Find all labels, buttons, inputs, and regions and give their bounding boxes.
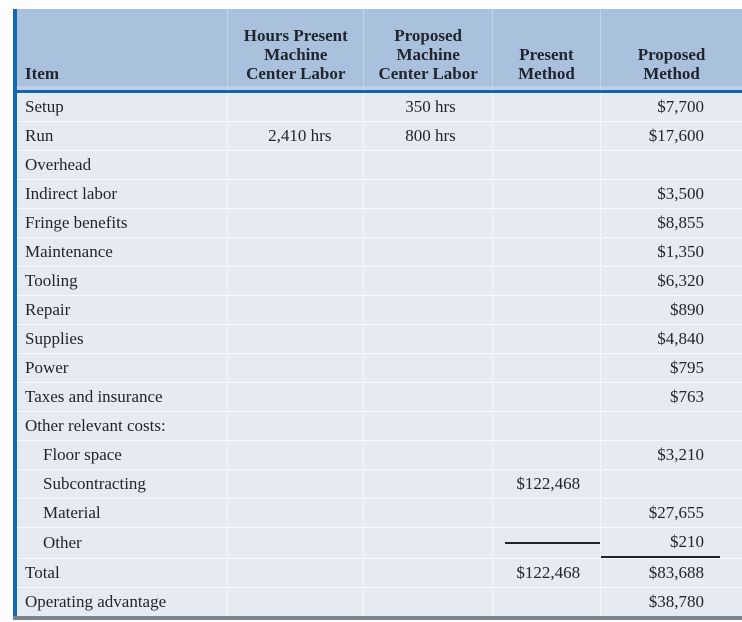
table-row-operating-advantage: Operating advantage $38,780 (15, 587, 742, 618)
table-row-fringe-benefits: Fringe benefits $8,855 (15, 208, 742, 238)
col-header-proposed-method: Proposed Method (600, 9, 742, 93)
item-label: Overhead (25, 155, 92, 174)
item-label: Total (25, 563, 60, 582)
sum-rule-line (504, 542, 601, 544)
item-label: Tooling (25, 271, 78, 290)
table-row-power: Power $795 (15, 353, 742, 383)
table-row-indirect-labor: Indirect labor $3,500 (15, 179, 742, 209)
item-label: Floor space (43, 445, 122, 464)
item-label: Other relevant costs: (25, 416, 166, 435)
present-method-value: $122,468 (516, 563, 581, 582)
col-header-present-method: Present Method (491, 9, 601, 93)
proposed-method-value: $3,210 (657, 445, 704, 464)
table-row-other-relevant-costs: Other relevant costs: (15, 411, 742, 441)
table-body: Setup 350 hrs $7,700 Run 2,410 hrs 800 h… (15, 91, 742, 618)
proposed-method-value: $7,700 (657, 97, 704, 116)
item-label: Maintenance (25, 242, 113, 261)
proposed-method-value: $6,320 (657, 271, 704, 290)
item-label: Repair (25, 300, 71, 319)
header-row: Item Hours Present Machine Center Labor … (15, 9, 742, 93)
proposed-method-value: $3,500 (657, 184, 704, 203)
item-label: Setup (25, 97, 64, 116)
item-label: Indirect labor (25, 184, 118, 203)
table-row-repair: Repair $890 (15, 295, 742, 325)
proposed-method-value: $210 (601, 528, 720, 558)
proposed-method-value: $17,600 (648, 126, 704, 145)
table-header: Item Hours Present Machine Center Labor … (15, 9, 742, 93)
table-row-overhead: Overhead (15, 150, 742, 180)
table-row-run: Run 2,410 hrs 800 hrs $17,600 (15, 121, 742, 151)
col-header-item: Item (15, 9, 228, 93)
table-row-taxes-and-insurance: Taxes and insurance $763 (15, 382, 742, 412)
cost-comparison-table: Item Hours Present Machine Center Labor … (13, 9, 742, 620)
table-row-supplies: Supplies $4,840 (15, 324, 742, 354)
proposed-method-value: $8,855 (657, 213, 704, 232)
proposed-method-value: $4,840 (657, 329, 704, 348)
table-row-other: Other $210 (15, 527, 742, 559)
item-label: Run (25, 126, 54, 145)
hours-present-value: 2,410 hrs (268, 126, 332, 145)
col-header-proposed-machine-center-labor: Proposed Machine Center Labor (363, 9, 493, 93)
table-row-maintenance: Maintenance $1,350 (15, 237, 742, 267)
proposed-method-value: $1,350 (657, 242, 704, 261)
proposed-method-value: $890 (670, 300, 704, 319)
proposed-method-value: $763 (670, 387, 704, 406)
present-method-value: $122,468 (516, 474, 581, 493)
table-row-setup: Setup 350 hrs $7,700 (15, 91, 742, 122)
item-label: Fringe benefits (25, 213, 128, 232)
cost-comparison-table-wrap: Item Hours Present Machine Center Labor … (13, 9, 742, 620)
proposed-machine-value: 350 hrs (405, 97, 456, 116)
item-label: Material (43, 503, 101, 522)
table-row-total: Total $122,468 $83,688 (15, 558, 742, 588)
item-label: Taxes and insurance (25, 387, 163, 406)
item-label: Operating advantage (25, 592, 167, 611)
proposed-method-value: $27,655 (648, 503, 704, 522)
table-row-material: Material $27,655 (15, 498, 742, 528)
item-label: Supplies (25, 329, 84, 348)
proposed-method-value: $38,780 (648, 592, 704, 611)
table-row-floor-space: Floor space $3,210 (15, 440, 742, 470)
table-row-subcontracting: Subcontracting $122,468 (15, 469, 742, 499)
item-label: Other (43, 533, 82, 552)
proposed-machine-value: 800 hrs (405, 126, 456, 145)
item-label: Subcontracting (43, 474, 146, 493)
table-row-tooling: Tooling $6,320 (15, 266, 742, 296)
item-label: Power (25, 358, 69, 377)
proposed-method-value: $83,688 (648, 563, 704, 582)
proposed-method-value: $795 (670, 358, 704, 377)
col-header-hours-present-machine-center-labor: Hours Present Machine Center Labor (227, 9, 364, 93)
